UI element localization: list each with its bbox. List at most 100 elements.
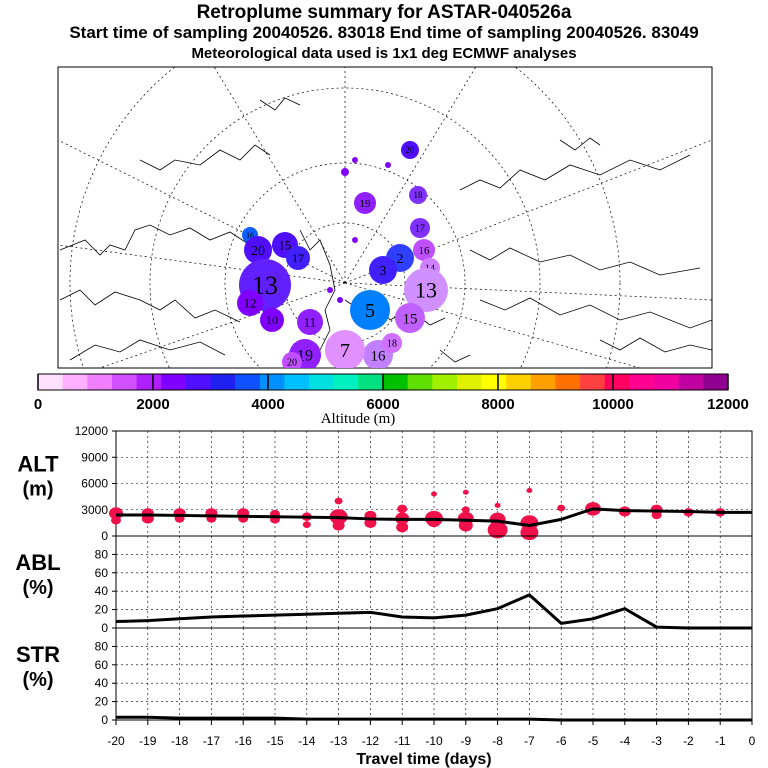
colorbar-cell bbox=[506, 374, 532, 390]
plume-day-label: 11 bbox=[304, 315, 317, 330]
y-tick-label: 40 bbox=[95, 584, 109, 598]
altitude-colorbar: 0 2000 4000 6000 8000 10000 12000 Altitude (m) bbox=[34, 373, 749, 427]
colorbar-tick-label: 12000 bbox=[707, 396, 749, 413]
plume-centroid bbox=[325, 330, 365, 368]
x-tick-label: -2 bbox=[683, 734, 694, 748]
altitude-bubble bbox=[462, 489, 469, 495]
y-tick-label: 12000 bbox=[75, 424, 109, 438]
plume-day-label: 13 bbox=[415, 278, 437, 303]
plume-day-label: 17 bbox=[415, 224, 425, 235]
plume-centroid bbox=[341, 168, 349, 176]
altitude-bubble bbox=[526, 487, 533, 494]
plume-centroid bbox=[354, 192, 376, 214]
colorbar-cell bbox=[62, 374, 88, 390]
panel-ylabel: (%) bbox=[22, 577, 53, 599]
x-tick-label: -9 bbox=[460, 734, 471, 748]
altitude-bubble bbox=[651, 510, 662, 520]
plume-centroid bbox=[260, 308, 284, 332]
plume-centroid bbox=[404, 268, 448, 312]
series-line bbox=[116, 715, 752, 722]
colorbar-cell bbox=[259, 374, 285, 390]
plume-centroid bbox=[350, 290, 390, 330]
plume-centroid bbox=[413, 239, 435, 261]
y-tick-label: 20 bbox=[95, 695, 109, 709]
y-tick-label: 6000 bbox=[81, 477, 108, 491]
altitude-bubble bbox=[494, 502, 501, 508]
plume-day-label: 18 bbox=[414, 190, 424, 200]
colorbar-cell bbox=[333, 374, 359, 390]
plume-centroid bbox=[352, 157, 358, 163]
altitude-bubble bbox=[334, 497, 343, 505]
colorbar-cell bbox=[604, 374, 630, 390]
series-line bbox=[115, 593, 752, 630]
y-tick-label: 0 bbox=[101, 529, 108, 543]
x-tick-label: -17 bbox=[203, 734, 221, 748]
colorbar-cell bbox=[38, 374, 64, 390]
plume-day-label: 16 bbox=[246, 231, 254, 240]
map-panel: 2019181716141316201312111015175231519201… bbox=[57, 66, 713, 369]
colorbar-tick-label: 2000 bbox=[136, 396, 169, 413]
plume-day-label: 20 bbox=[287, 358, 297, 369]
x-tick-label: -15 bbox=[266, 734, 284, 748]
x-tick-label: -10 bbox=[425, 734, 443, 748]
sampling-times: Start time of sampling 20040526. 83018 E… bbox=[69, 23, 699, 42]
y-tick-label: 0 bbox=[101, 713, 108, 727]
x-tick-label: -5 bbox=[588, 734, 599, 748]
plume-day-label: 5 bbox=[365, 300, 375, 322]
panel-ylabel: (%) bbox=[22, 669, 53, 691]
x-tick-label: -6 bbox=[556, 734, 567, 748]
met-data-line: Meteorological data used is 1x1 deg ECMW… bbox=[191, 45, 577, 62]
plume-centroid bbox=[297, 309, 323, 335]
x-tick-label: -4 bbox=[619, 734, 630, 748]
plume-centroid bbox=[337, 297, 343, 303]
colorbar-cell bbox=[481, 374, 507, 390]
plume-centroid bbox=[237, 290, 263, 316]
plume-centroid bbox=[395, 303, 425, 333]
series-line bbox=[116, 507, 752, 527]
x-tick-label: -16 bbox=[235, 734, 253, 748]
altitude-bubble bbox=[396, 522, 409, 533]
x-axis: -20 -19 -18 -17 -16 -15 -14 -13 -12 -11 -10 -9 -8 -7-… bbox=[107, 720, 756, 768]
plume-day-label: 20 bbox=[251, 244, 265, 259]
colorbar-cell bbox=[309, 374, 335, 390]
colorbar-cell bbox=[678, 374, 704, 390]
x-tick-label: -7 bbox=[524, 734, 535, 748]
altitude-bubble bbox=[458, 519, 473, 532]
plume-centroid bbox=[410, 218, 430, 238]
x-tick-label: -8 bbox=[492, 734, 503, 748]
y-tick-label: 20 bbox=[95, 603, 109, 617]
plume-centroid bbox=[282, 352, 302, 368]
plume-day-label: 15 bbox=[403, 311, 418, 327]
x-tick-label: -18 bbox=[171, 734, 189, 748]
panel-alt: 12000 9000 6000 3000 0 ALT(m) bbox=[17, 424, 753, 543]
altitude-bubble bbox=[332, 520, 345, 531]
panel-abl: 80 60 40 20 0 ABL(%) bbox=[15, 535, 753, 635]
plume-day-label: 10 bbox=[266, 313, 278, 327]
colorbar-cell bbox=[530, 374, 556, 390]
colorbar-cell bbox=[703, 374, 729, 390]
colorbar-cell bbox=[555, 374, 581, 390]
colorbar-ticks: 0 2000 4000 6000 8000 10000 12000 bbox=[34, 374, 749, 413]
colorbar-cell bbox=[87, 374, 113, 390]
x-tick-label: -14 bbox=[298, 734, 316, 748]
x-axis-label: Travel time (days) bbox=[356, 751, 491, 768]
colorbar-label: Altitude (m) bbox=[321, 411, 396, 427]
colorbar-tick-label: 0 bbox=[34, 396, 42, 413]
plume-day-label: 15 bbox=[279, 238, 292, 253]
y-tick-label: 80 bbox=[95, 547, 109, 561]
colorbar-cell bbox=[580, 374, 606, 390]
colorbar-cell bbox=[185, 374, 211, 390]
panel-ylabel: ABL bbox=[15, 550, 60, 575]
plume-day-label: 20 bbox=[406, 145, 416, 155]
colorbar-tick-label: 4000 bbox=[251, 396, 284, 413]
plume-centroid bbox=[352, 237, 358, 243]
y-tick-label: 9000 bbox=[81, 450, 108, 464]
altitude-bubble bbox=[431, 491, 437, 497]
altitude-bubble bbox=[397, 504, 408, 514]
altitude-bubble bbox=[461, 506, 470, 514]
x-tick-label: 0 bbox=[749, 734, 756, 748]
time-series-panels: 120009000600030000ALT(m)806040200ABL(%)8… bbox=[15, 424, 755, 768]
plume-centroid bbox=[401, 141, 419, 159]
plume-centroid bbox=[286, 246, 310, 270]
